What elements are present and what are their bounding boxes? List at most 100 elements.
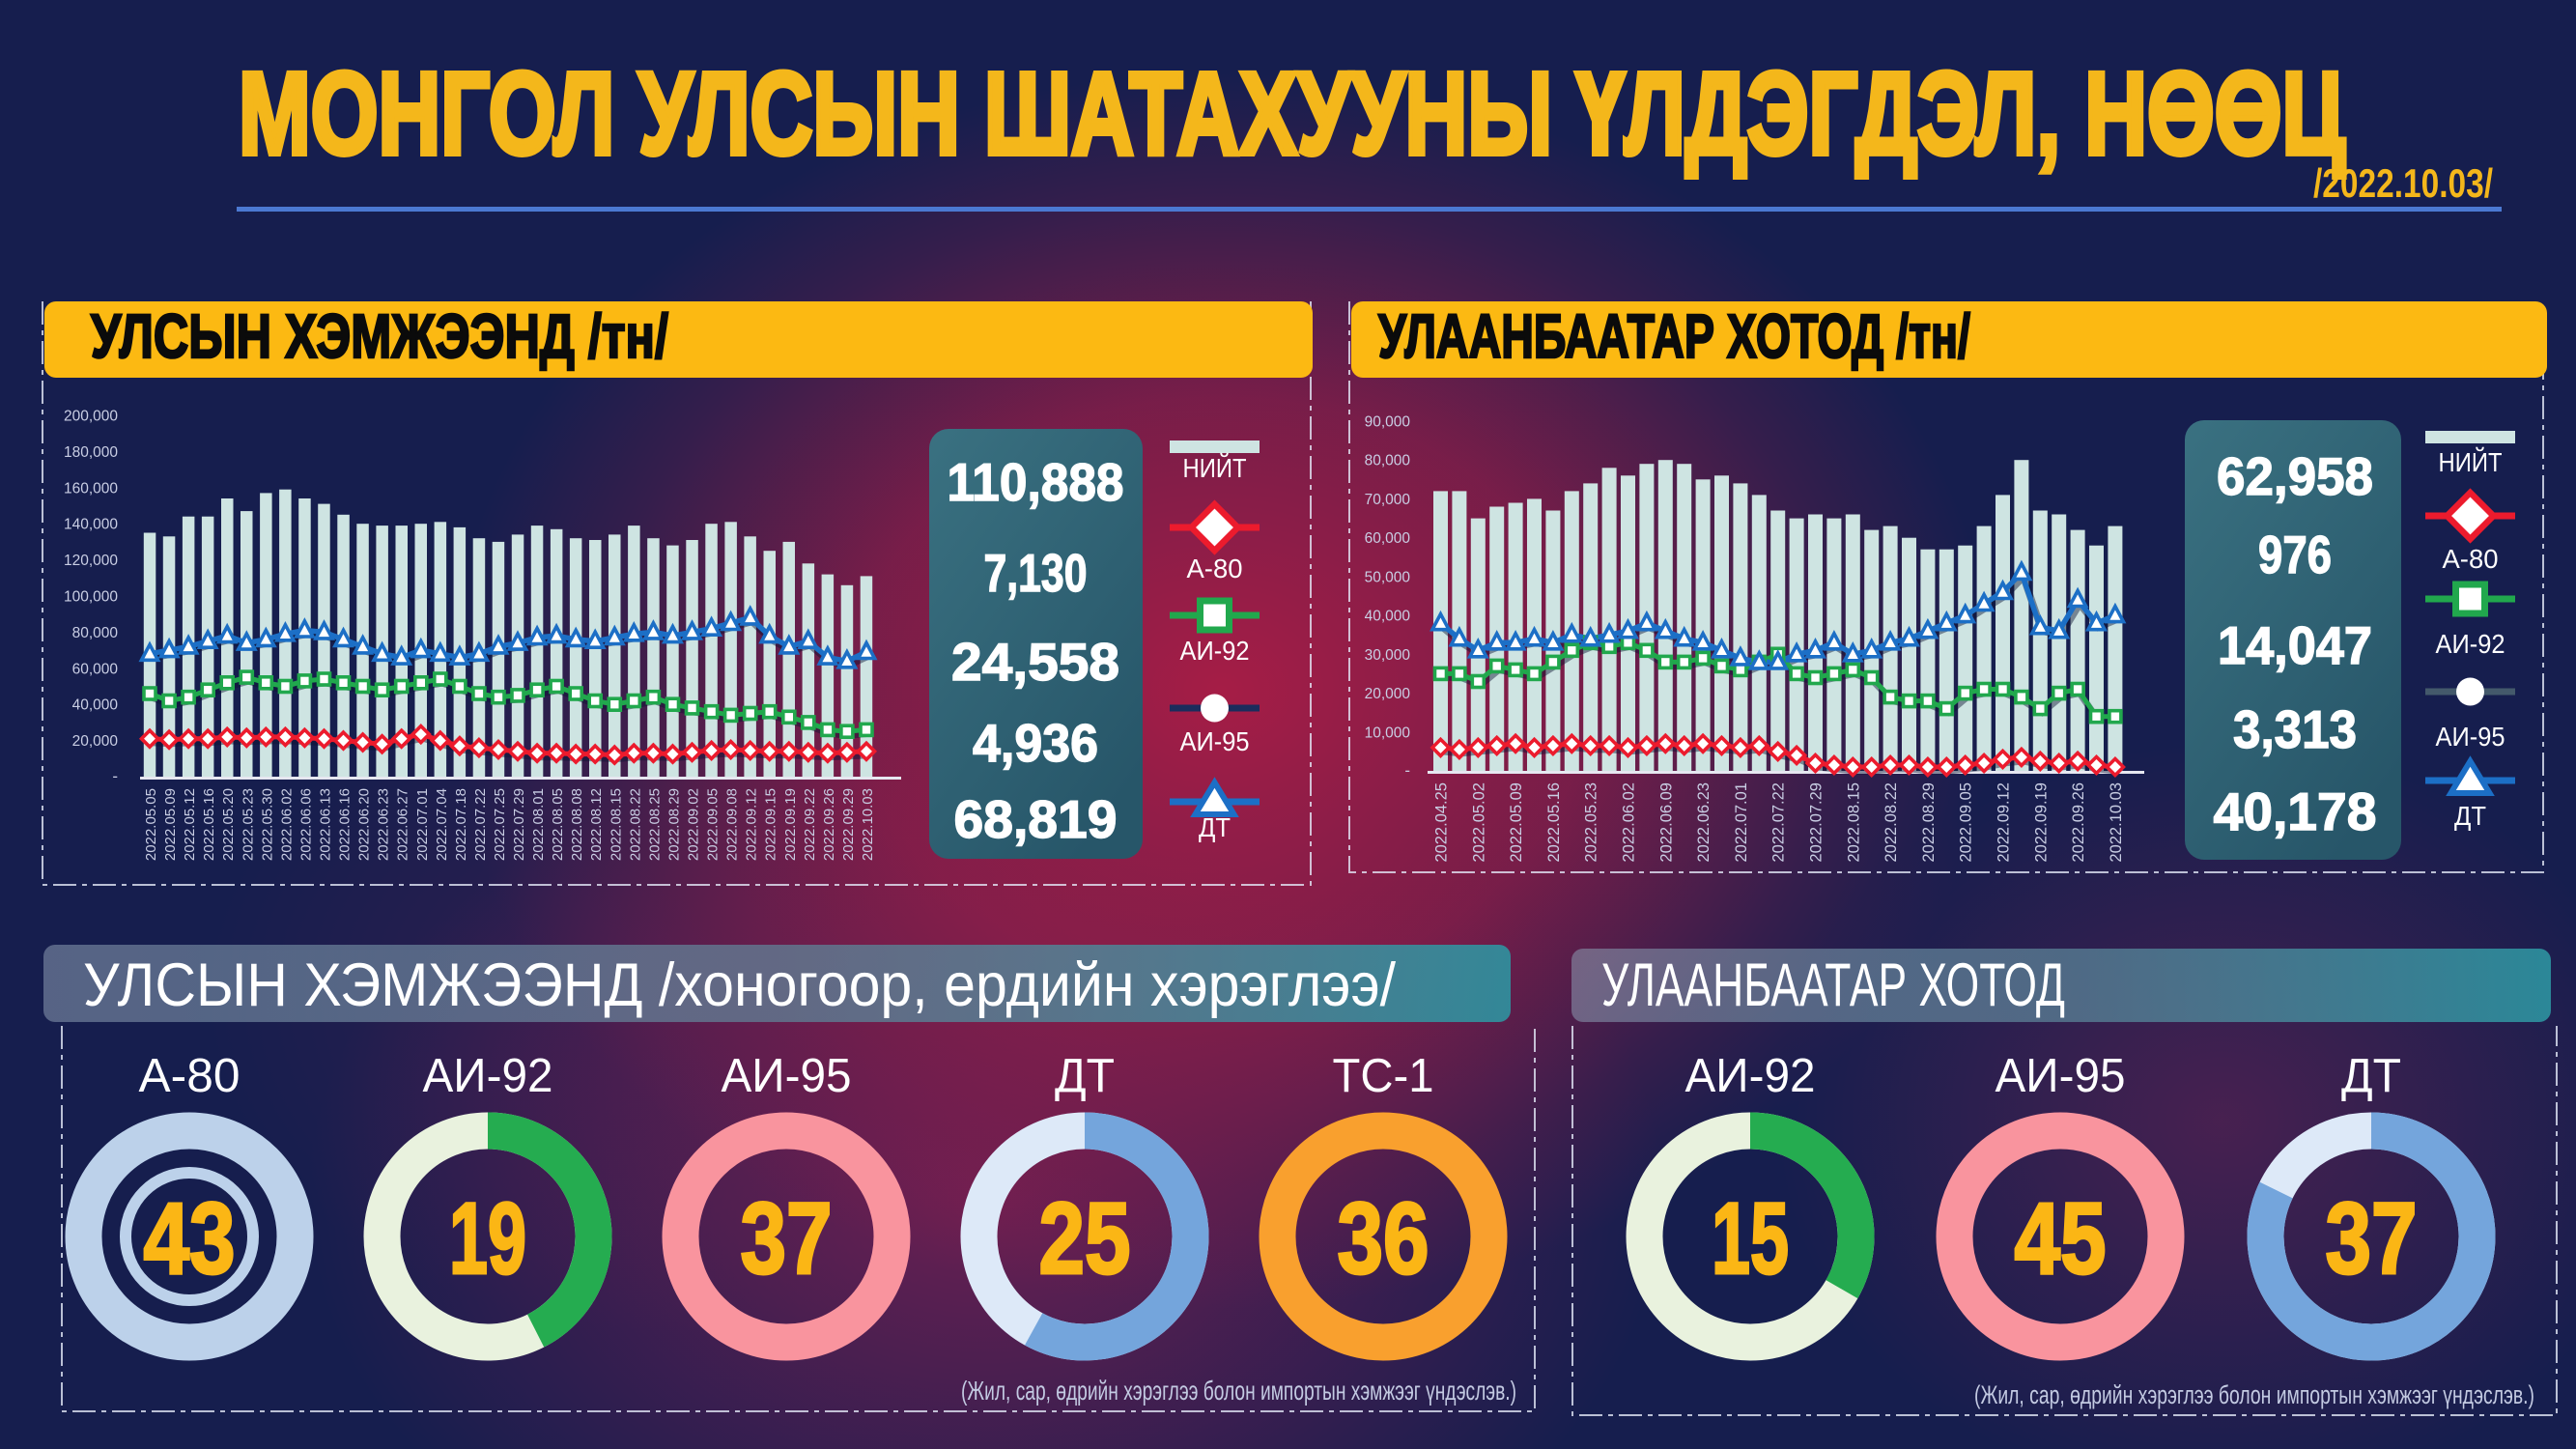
svg-text:36: 36 [1338,1182,1430,1295]
svg-text:40,000: 40,000 [1365,609,1411,625]
svg-text:УЛААНБААТАР ХОТОД /тн/: УЛААНБААТАР ХОТОД /тн/ [1378,301,1970,371]
svg-text:60,000: 60,000 [72,661,119,677]
svg-text:2022.04.25: 2022.04.25 [1433,782,1451,863]
svg-text:АИ-95: АИ-95 [2436,722,2505,752]
svg-text:АИ-92: АИ-92 [423,1050,553,1102]
svg-text:2022.07.01: 2022.07.01 [1733,782,1750,863]
svg-text:60,000: 60,000 [1365,530,1411,547]
svg-text:2022.09.05: 2022.09.05 [705,788,722,861]
svg-text:2022.08.29: 2022.08.29 [1920,782,1938,863]
svg-text:40,178: 40,178 [2214,781,2377,841]
svg-text:АИ-92: АИ-92 [1180,636,1250,666]
svg-text:50,000: 50,000 [1365,569,1411,585]
svg-text:2022.09.19: 2022.09.19 [782,788,799,861]
svg-text:2022.05.20: 2022.05.20 [220,788,237,861]
svg-text:62,958: 62,958 [2217,446,2373,506]
svg-text:2022.07.04: 2022.07.04 [434,788,450,861]
svg-text:80,000: 80,000 [72,625,119,641]
svg-text:ДТ: ДТ [2341,1050,2401,1102]
svg-text:2022.07.01: 2022.07.01 [414,788,431,861]
svg-text:7,130: 7,130 [984,543,1088,603]
svg-text:43: 43 [144,1182,236,1295]
svg-text:2022.08.15: 2022.08.15 [608,788,624,861]
svg-text:2022.06.02: 2022.06.02 [1621,782,1638,863]
svg-text:20,000: 20,000 [72,733,119,750]
svg-text:2022.05.30: 2022.05.30 [259,788,275,861]
svg-text:2022.06.13: 2022.06.13 [318,788,334,861]
svg-text:45: 45 [2015,1182,2107,1295]
svg-text:2022.09.15: 2022.09.15 [763,788,779,861]
svg-text:2022.05.09: 2022.05.09 [1508,782,1525,863]
svg-text:2022.08.15: 2022.08.15 [1845,782,1862,863]
svg-text:2022.06.20: 2022.06.20 [356,788,373,861]
svg-text:180,000: 180,000 [64,444,118,461]
svg-text:МОНГОЛ УЛСЫН ШАТАХУУНЫ ҮЛДЭГДЭ: МОНГОЛ УЛСЫН ШАТАХУУНЫ ҮЛДЭГДЭЛ, НӨӨЦ [239,47,2345,179]
svg-text:10,000: 10,000 [1365,724,1411,741]
svg-text:2022.06.16: 2022.06.16 [337,788,354,861]
svg-text:2022.05.23: 2022.05.23 [1583,782,1600,863]
svg-text:14,047: 14,047 [2218,615,2372,675]
svg-text:2022.08.08: 2022.08.08 [569,788,585,861]
svg-text:ДТ: ДТ [1055,1050,1115,1102]
svg-text:2022.05.16: 2022.05.16 [201,788,217,861]
svg-text:А-80: А-80 [139,1050,241,1102]
svg-text:2022.08.12: 2022.08.12 [588,788,605,861]
svg-text:УЛСЫН ХЭМЖЭЭНД /хоногоор, ерди: УЛСЫН ХЭМЖЭЭНД /хоногоор, ердийн хэрэглэ… [83,952,1396,1019]
svg-text:НИЙТ: НИЙТ [2439,447,2503,477]
svg-text:2022.06.02: 2022.06.02 [278,788,295,861]
svg-text:2022.09.05: 2022.09.05 [1958,782,1975,863]
svg-text:2022.10.03: 2022.10.03 [2108,782,2125,863]
svg-text:(Жил, сар, өдрийн хэрэглээ бол: (Жил, сар, өдрийн хэрэглээ болон импорты… [961,1376,1516,1406]
svg-text:2022.09.26: 2022.09.26 [821,788,837,861]
svg-text:2022.07.18: 2022.07.18 [453,788,469,861]
svg-text:30,000: 30,000 [1365,647,1411,664]
svg-text:АИ-95: АИ-95 [722,1050,852,1102]
svg-text:2022.09.29: 2022.09.29 [840,788,857,861]
svg-text:15: 15 [1712,1182,1789,1295]
svg-text:АИ-95: АИ-95 [1996,1050,2126,1102]
svg-text:2022.10.03: 2022.10.03 [860,788,876,861]
svg-text:2022.09.02: 2022.09.02 [686,788,702,861]
svg-text:160,000: 160,000 [64,480,118,497]
svg-text:20,000: 20,000 [1365,686,1411,702]
svg-text:2022.09.26: 2022.09.26 [2070,782,2087,863]
svg-text:2022.08.22: 2022.08.22 [1882,782,1900,863]
svg-text:2022.06.23: 2022.06.23 [376,788,392,861]
svg-text:2022.08.01: 2022.08.01 [530,788,547,861]
svg-text:(Жил, сар, өдрийн хэрэглээ бол: (Жил, сар, өдрийн хэрэглээ болон импорты… [1974,1380,2534,1409]
svg-text:-: - [112,767,118,785]
svg-text:2022.06.23: 2022.06.23 [1695,782,1713,863]
svg-text:2022.09.12: 2022.09.12 [744,788,760,861]
svg-text:АИ-92: АИ-92 [1685,1050,1816,1102]
svg-text:976: 976 [2258,525,2332,584]
svg-text:90,000: 90,000 [1365,414,1411,431]
svg-text:120,000: 120,000 [64,553,118,569]
svg-text:ДТ: ДТ [2454,801,2486,831]
svg-text:100,000: 100,000 [64,589,118,606]
svg-text:А-80: А-80 [1187,554,1243,583]
svg-text:2022.07.22: 2022.07.22 [472,788,489,861]
svg-text:2022.07.29: 2022.07.29 [511,788,527,861]
svg-text:140,000: 140,000 [64,517,118,533]
svg-text:2022.07.29: 2022.07.29 [1808,782,1826,863]
svg-text:2022.05.05: 2022.05.05 [143,788,159,861]
svg-text:ДТ: ДТ [1199,812,1231,842]
svg-text:40,000: 40,000 [72,697,119,714]
svg-text:2022.05.23: 2022.05.23 [240,788,256,861]
svg-text:25: 25 [1039,1182,1131,1295]
svg-text:НИЙТ: НИЙТ [1183,453,1247,483]
svg-text:2022.08.25: 2022.08.25 [646,788,663,861]
svg-text:АИ-92: АИ-92 [2436,629,2505,659]
svg-text:2022.09.19: 2022.09.19 [2032,782,2050,863]
svg-text:2022.07.22: 2022.07.22 [1770,782,1788,863]
svg-text:2022.08.05: 2022.08.05 [550,788,566,861]
svg-text:24,558: 24,558 [951,632,1119,692]
svg-text:3,313: 3,313 [2233,699,2357,759]
svg-text:2022.08.22: 2022.08.22 [627,788,643,861]
svg-text:2022.06.06: 2022.06.06 [297,788,314,861]
svg-text:2022.07.25: 2022.07.25 [492,788,508,861]
svg-text:200,000: 200,000 [64,409,118,425]
svg-text:УЛСЫН ХЭМЖЭЭНД /тн/: УЛСЫН ХЭМЖЭЭНД /тн/ [91,301,668,371]
svg-text:2022.06.09: 2022.06.09 [1657,782,1675,863]
svg-text:АИ-95: АИ-95 [1180,726,1250,756]
